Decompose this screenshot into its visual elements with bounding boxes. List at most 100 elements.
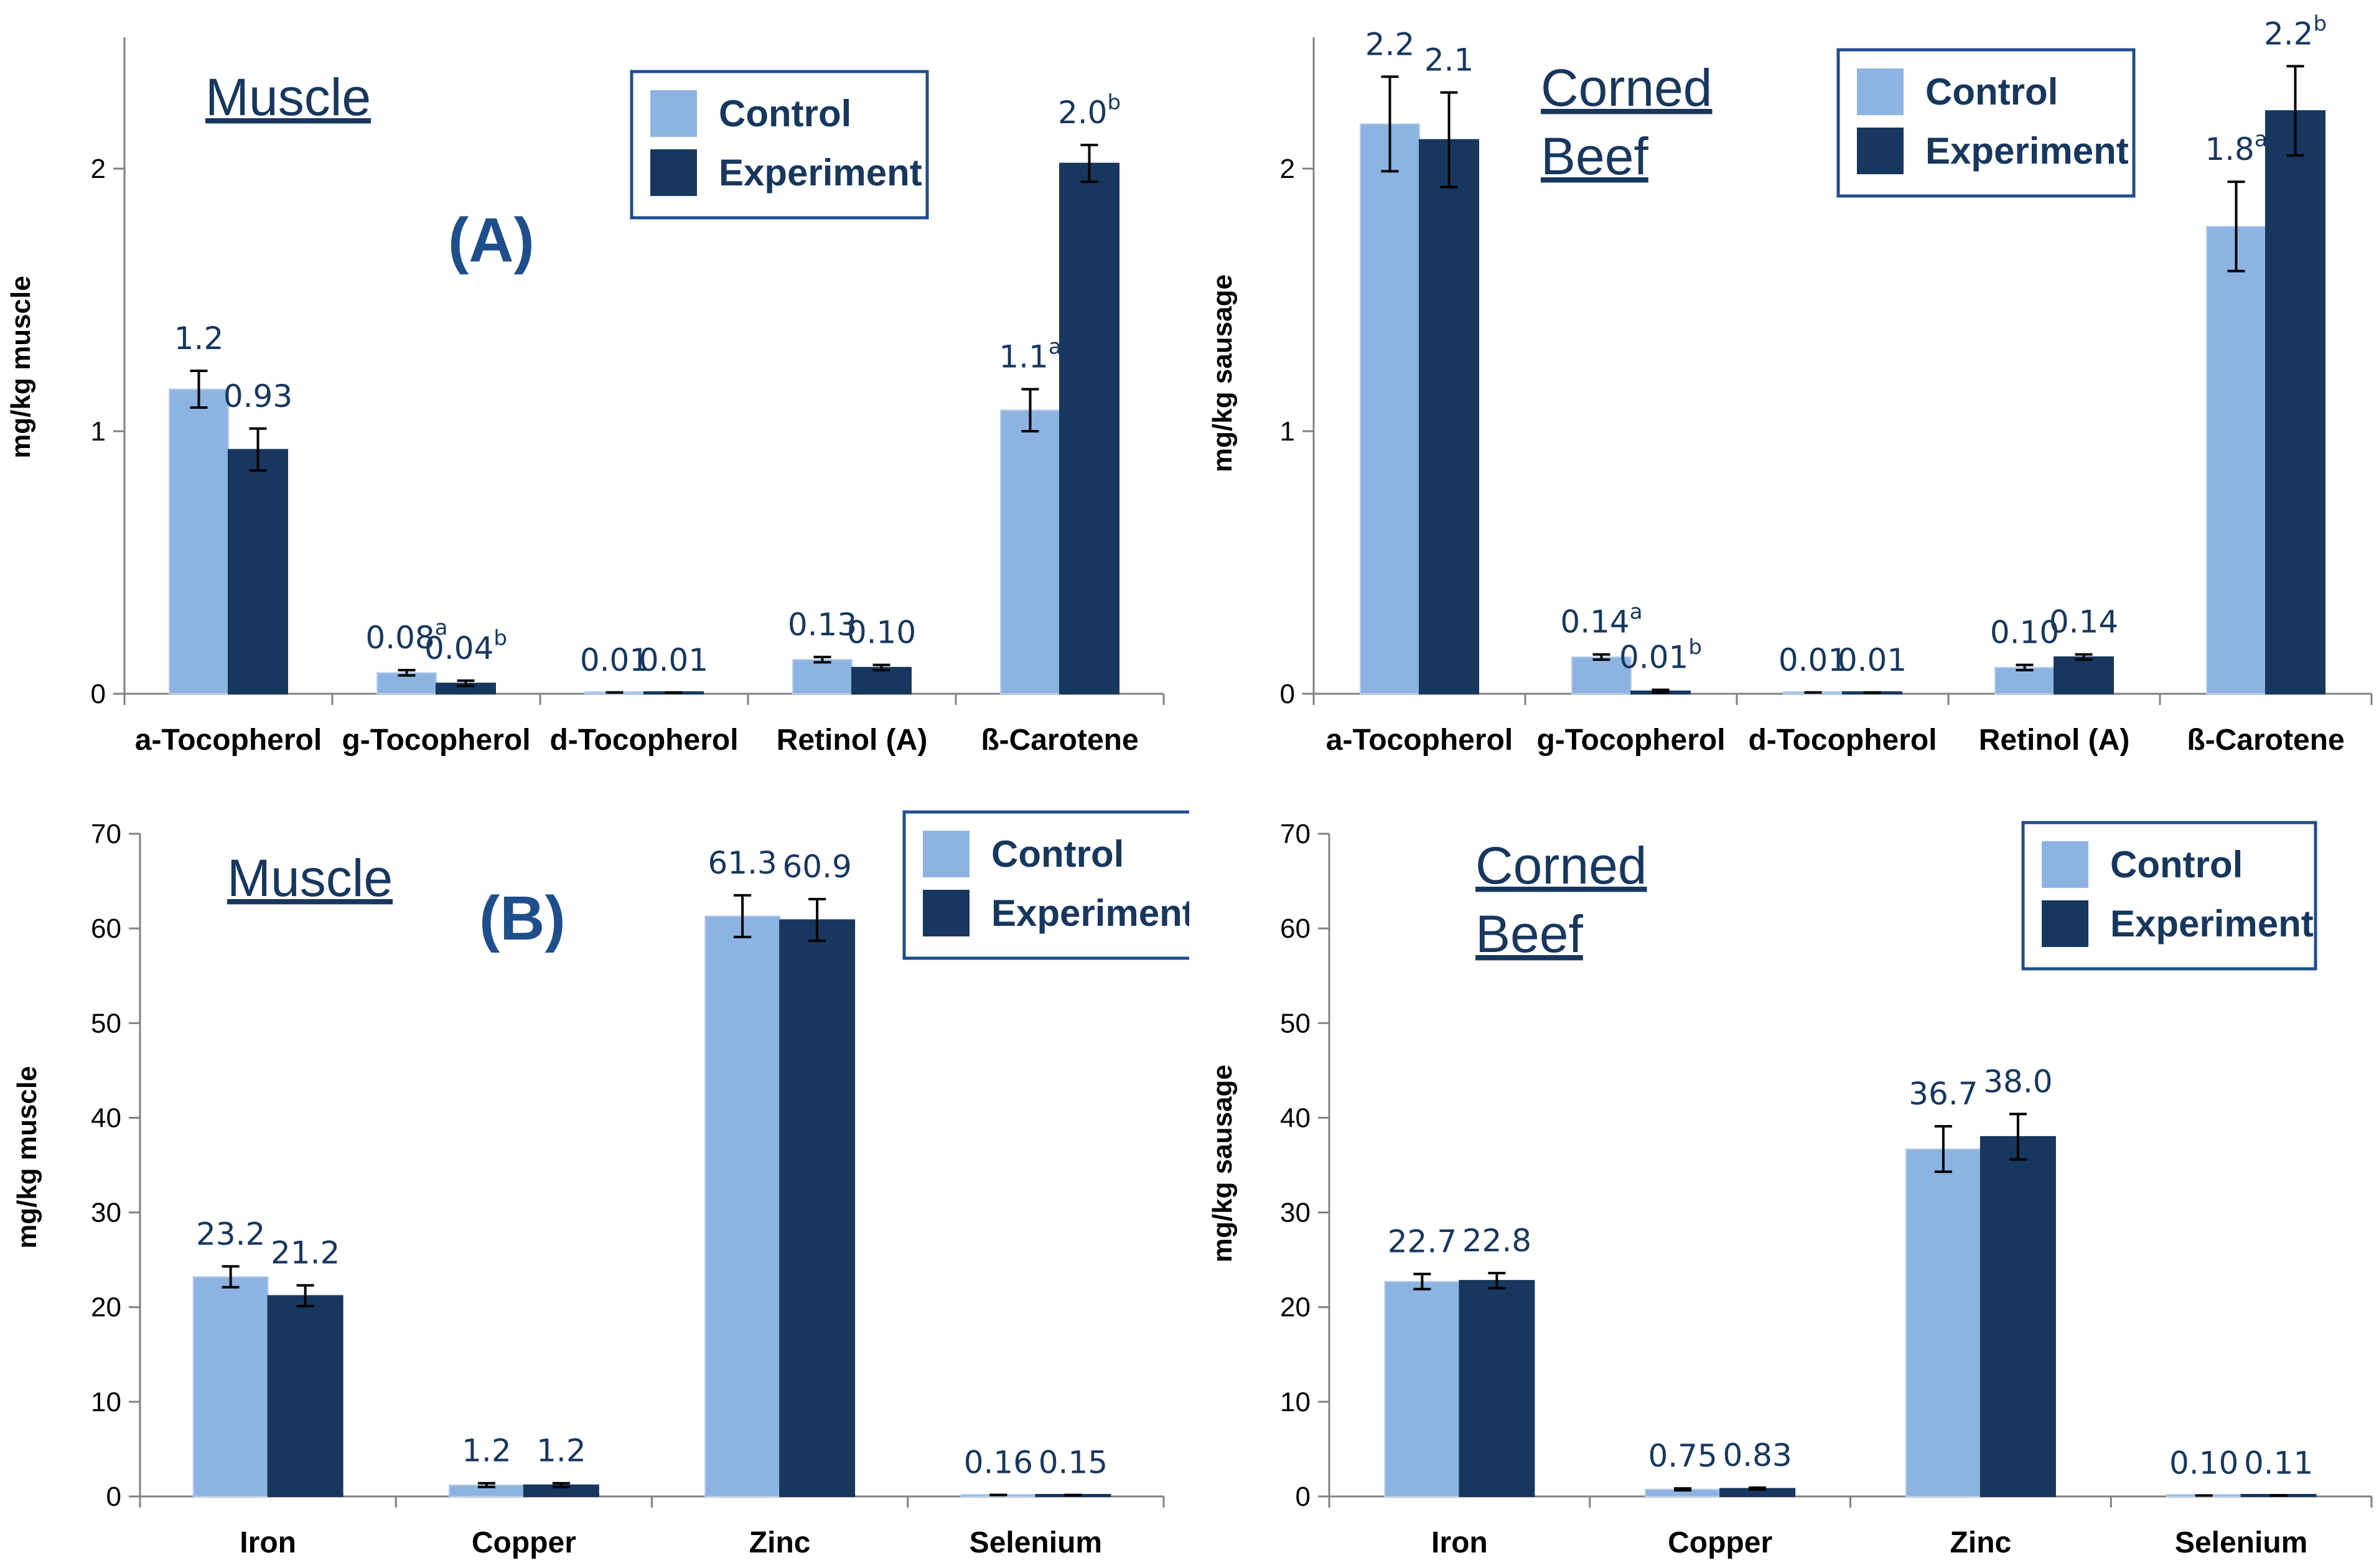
value-label-experiment-2: 0.01	[1838, 642, 1907, 678]
y-tick-label: 10	[91, 1387, 121, 1417]
x-category-label: ß-Carotene	[2187, 724, 2344, 757]
y-axis-label: mg/kg muscle	[6, 276, 36, 458]
x-category-label: Zinc	[749, 1526, 811, 1559]
bar-control-0	[192, 1276, 269, 1497]
legend-label-experiment: Experiment	[719, 152, 922, 194]
y-tick-label: 0	[1296, 1482, 1311, 1512]
y-axis-label: mg/kg sausage	[1207, 1065, 1238, 1262]
significance-superscript: a	[1630, 600, 1643, 625]
value-label-control-1: 1.2	[462, 1433, 512, 1469]
value-label-control-3: 0.13	[788, 607, 857, 643]
legend-swatch-experiment	[2042, 900, 2088, 947]
y-tick-label: 50	[1280, 1008, 1311, 1038]
y-tick-label: 2	[91, 154, 106, 184]
y-tick-label: 0	[91, 679, 106, 709]
bar-experiment-0	[228, 449, 288, 694]
y-tick-label: 60	[1280, 913, 1311, 944]
y-tick-label: 20	[1280, 1292, 1311, 1323]
panel-a-muscle: 0 1 2 mg/kg muscle 1.2 0.93 a-Tocopherol 0.08a 0…	[0, 0, 1189, 784]
value-label-control-0: 2.2	[1365, 26, 1415, 62]
value-label-control-1: 0.14a	[1560, 600, 1642, 640]
bar-control-3	[1994, 666, 2055, 695]
legend-label-experiment: Experiment	[1925, 130, 2129, 172]
value-label-control-4: 1.1a	[999, 334, 1061, 375]
y-axis-label: mg/kg muscle	[12, 1066, 42, 1248]
value-label-experiment-2: 0.01	[639, 642, 708, 678]
legend-swatch-control	[650, 90, 697, 137]
bar-experiment-0	[267, 1295, 344, 1497]
x-category-label: g-Tocopherol	[1536, 724, 1725, 757]
value-label-experiment-1: 0.83	[1722, 1437, 1792, 1473]
bar-control-4	[2206, 225, 2266, 694]
y-tick-label: 40	[91, 1103, 121, 1133]
legend-label-control: Control	[1925, 71, 2058, 113]
chart-b-muscle: 0 10 20 30 40 50 60 70 mg/kg muscle 23.221.2 Iron 1…	[12, 810, 1189, 1559]
value-label-control-3: 0.16	[964, 1445, 1033, 1481]
value-label-control-2: 0.01	[580, 642, 649, 678]
y-tick-label: 70	[91, 819, 121, 849]
legend-label-experiment: Experiment	[991, 892, 1189, 934]
value-label-control-0: 23.2	[196, 1216, 265, 1252]
value-label-experiment-0: 21.2	[271, 1235, 340, 1271]
bar-control-0	[1384, 1281, 1461, 1498]
value-label-experiment-2: 60.9	[782, 849, 851, 885]
legend-label-experiment: Experiment	[2110, 903, 2314, 945]
panel-title: Beef	[1475, 905, 1583, 963]
x-category-label: Iron	[240, 1526, 296, 1559]
y-tick-label: 2	[1280, 154, 1295, 184]
bar-control-3	[792, 659, 853, 695]
x-category-label: Iron	[1431, 1526, 1488, 1559]
bar-experiment-0	[1419, 139, 1479, 694]
legend-swatch-experiment	[650, 149, 697, 196]
panel-b-corned-beef: 0 10 20 30 40 50 60 70 mg/kg sausage 22.7 22.8 Iron…	[1189, 784, 2379, 1568]
bar-experiment-0	[1459, 1280, 1535, 1497]
x-category-label: Retinol (A)	[1979, 724, 2130, 757]
value-label-control-3: 0.10	[1990, 615, 2059, 651]
panel-label: (B)	[479, 884, 566, 953]
value-label-experiment-0: 22.8	[1462, 1223, 1531, 1259]
y-tick-label: 60	[91, 913, 121, 944]
legend-swatch-experiment	[923, 890, 970, 936]
x-category-label: Copper	[1668, 1526, 1772, 1559]
significance-superscript: a	[2255, 127, 2268, 152]
chart-b-corned-beef: 0 10 20 30 40 50 60 70 mg/kg sausage 22.7 22.8 Iron…	[1207, 819, 2373, 1559]
x-category-label: Retinol (A)	[777, 724, 928, 757]
value-label-experiment-1: 0.01b	[1619, 635, 1702, 676]
panel-title: Muscle	[205, 68, 371, 126]
value-label-experiment-0: 0.93	[223, 378, 292, 414]
value-label-experiment-2: 38.0	[1983, 1063, 2052, 1099]
x-category-label: g-Tocopherol	[342, 724, 530, 757]
x-category-label: Selenium	[2175, 1526, 2307, 1559]
value-label-experiment-3: 0.11	[2244, 1445, 2313, 1481]
value-label-control-0: 22.7	[1388, 1223, 1457, 1259]
value-label-experiment-1: 0.04b	[424, 626, 507, 666]
x-category-label: a-Tocopherol	[135, 724, 322, 757]
y-axis-label: mg/kg sausage	[1207, 274, 1238, 472]
value-label-control-2: 0.01	[1778, 642, 1848, 678]
legend-swatch-experiment	[1857, 128, 1904, 174]
x-category-label: a-Tocopherol	[1326, 724, 1513, 757]
y-tick-label: 0	[106, 1482, 121, 1512]
panel-label: (A)	[448, 205, 535, 275]
value-label-experiment-4: 2.2b	[2264, 11, 2327, 52]
legend-label-control: Control	[991, 833, 1124, 875]
bar-experiment-4	[1059, 162, 1119, 694]
value-label-control-3: 0.10	[2169, 1445, 2238, 1481]
y-tick-label: 30	[91, 1198, 121, 1228]
y-tick-label: 10	[1280, 1387, 1311, 1417]
panel-a-corned-beef: 0 1 2 mg/kg sausage 2.2 2.1 a-Tocopherol 0.14a 0…	[1189, 0, 2379, 784]
legend-swatch-control	[923, 831, 970, 877]
significance-superscript: a	[1049, 334, 1062, 359]
value-label-control-2: 61.3	[708, 845, 777, 881]
significance-superscript: b	[2313, 11, 2327, 36]
panel-b-muscle: 0 10 20 30 40 50 60 70 mg/kg muscle 23.2 21.2 Iron 1…	[0, 784, 1189, 1568]
legend-label-control: Control	[719, 93, 851, 134]
x-category-label: ß-Carotene	[981, 724, 1138, 757]
value-label-experiment-1: 1.2	[536, 1433, 586, 1469]
x-category-label: d-Tocopherol	[1748, 724, 1937, 757]
value-label-experiment-4: 2.0b	[1058, 90, 1121, 131]
bar-experiment-3	[2054, 656, 2114, 695]
value-label-experiment-3: 0.14	[2049, 604, 2118, 640]
